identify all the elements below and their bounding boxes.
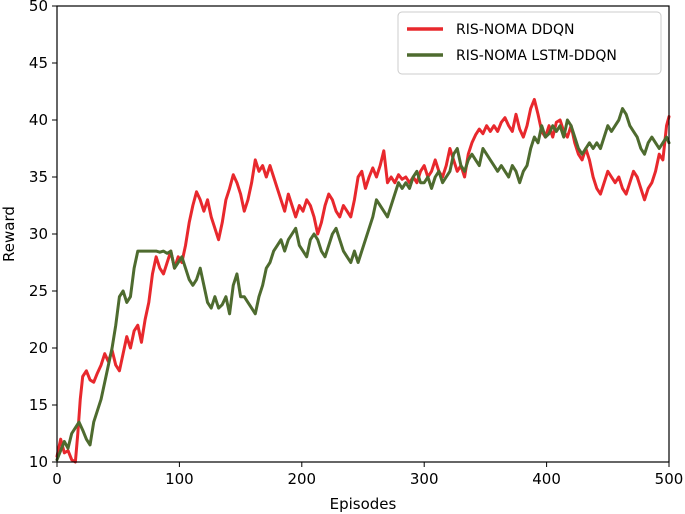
series-line-1 (55, 97, 671, 464)
x-tick-label: 500 (655, 470, 684, 488)
y-axis-label: Reward (0, 206, 18, 262)
x-tick-label: 200 (287, 470, 316, 488)
x-tick-label: 300 (410, 470, 439, 488)
legend: RIS-NOMA DDQN RIS-NOMA LSTM-DDQN (397, 11, 662, 75)
x-tick-label: 100 (165, 470, 194, 488)
y-tick-label: 50 (29, 0, 48, 15)
y-tick-label: 40 (29, 111, 48, 129)
y-tick-label: 10 (29, 453, 48, 471)
ticks-layer: 0 100 200 300 400 500 10 15 20 25 30 35 40 45 50 (29, 0, 683, 488)
y-tick-label: 25 (29, 282, 48, 300)
legend-label-2: RIS-NOMA LSTM-DDQN (456, 48, 617, 64)
y-tick-label: 45 (29, 54, 48, 72)
y-tick-label: 30 (29, 225, 48, 243)
y-tick-label: 20 (29, 339, 48, 357)
x-tick-label: 0 (52, 470, 62, 488)
y-tick-label: 35 (29, 168, 48, 186)
legend-label-1: RIS-NOMA DDQN (456, 22, 574, 38)
x-axis-label: Episodes (330, 495, 397, 513)
series-line-2 (55, 107, 671, 462)
x-tick-label: 400 (532, 470, 561, 488)
legend-box (397, 11, 662, 75)
series-layer (55, 97, 671, 464)
y-tick-label: 15 (29, 396, 48, 414)
